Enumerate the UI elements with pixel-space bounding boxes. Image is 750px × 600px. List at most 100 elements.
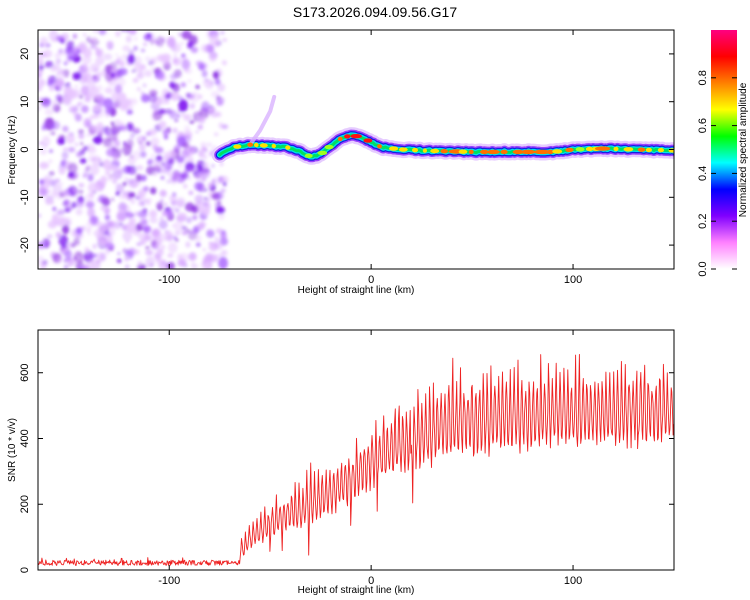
noise-blob	[149, 209, 158, 218]
noise-blob	[78, 133, 85, 140]
noise-blob	[202, 78, 212, 88]
noise-blob	[92, 243, 97, 249]
noise-blob	[183, 114, 192, 121]
noise-blob	[128, 30, 137, 35]
noise-blob	[140, 48, 146, 53]
noise-blob	[199, 151, 207, 159]
noise-blob	[106, 143, 113, 148]
noise-blob	[195, 60, 204, 66]
spectrogram-ridge	[211, 94, 674, 165]
noise-blob	[188, 168, 193, 172]
noise-blob	[204, 261, 213, 269]
noise-blob	[200, 141, 207, 148]
noise-blob	[128, 49, 135, 55]
ridge-spur	[248, 94, 277, 147]
noise-blob	[167, 157, 175, 165]
noise-blob	[103, 53, 113, 61]
noise-blob	[153, 171, 158, 176]
noise-blob	[159, 189, 167, 197]
noise-blob	[72, 72, 82, 81]
ridge-hotspot	[657, 147, 665, 153]
noise-blob	[117, 252, 121, 256]
noise-blob	[105, 169, 111, 176]
noise-blob	[86, 250, 91, 255]
noise-blob	[42, 49, 53, 59]
noise-blob	[208, 244, 216, 251]
noise-blob	[135, 196, 140, 200]
noise-blob	[175, 238, 179, 242]
noise-blob	[161, 245, 165, 249]
noise-blob	[200, 44, 208, 53]
noise-blob	[187, 41, 194, 49]
noise-blob	[78, 183, 85, 188]
noise-blob	[182, 142, 190, 149]
noise-blob	[53, 63, 61, 71]
noise-blob	[110, 72, 116, 79]
noise-blob	[86, 134, 90, 137]
noise-blob	[87, 207, 95, 218]
snr-x-label: Height of straight line (km)	[298, 585, 415, 596]
noise-blob	[137, 260, 142, 266]
noise-blob	[141, 64, 145, 68]
noise-blob	[86, 36, 92, 43]
noise-blob	[42, 259, 48, 265]
noise-blob	[136, 74, 140, 78]
noise-blob	[149, 263, 154, 266]
ridge-hotspot	[533, 149, 551, 155]
noise-blob	[61, 224, 70, 235]
noise-blob	[44, 108, 54, 116]
ridge-hotspot	[350, 134, 363, 139]
noise-blob	[61, 32, 69, 42]
ridge-hotspot	[344, 134, 351, 139]
noise-blob	[82, 173, 88, 178]
noise-blob	[50, 124, 55, 130]
noise-blob	[49, 201, 54, 205]
noise-blob	[41, 135, 51, 147]
noise-blob	[169, 81, 176, 89]
noise-blob	[100, 175, 108, 185]
noise-blob	[56, 73, 60, 76]
noise-blob	[89, 114, 95, 120]
noise-blob	[170, 91, 180, 101]
noise-blob	[97, 158, 102, 162]
noise-blob	[89, 163, 100, 176]
noise-blob	[83, 63, 88, 68]
ridge-hotspot	[500, 149, 508, 155]
noise-blob	[123, 141, 127, 145]
noise-blob	[49, 149, 53, 153]
noise-blob	[77, 103, 81, 107]
noise-blob	[90, 45, 96, 49]
noise-blob	[131, 127, 141, 135]
noise-blob	[157, 248, 164, 255]
noise-blob	[83, 48, 92, 58]
noise-blob	[67, 264, 71, 268]
noise-blob	[158, 233, 169, 242]
noise-blob	[38, 59, 44, 66]
noise-blob	[62, 95, 71, 104]
noise-blob	[38, 63, 45, 71]
noise-blob	[92, 253, 98, 258]
noise-blob	[75, 208, 83, 216]
noise-blob	[180, 42, 185, 45]
noise-blob	[116, 212, 127, 222]
noise-blob	[64, 249, 72, 260]
noise-blob	[127, 192, 136, 198]
noise-blob	[98, 238, 107, 246]
noise-blob	[155, 155, 163, 162]
noise-blob	[40, 98, 49, 105]
ridge-hotspot	[324, 144, 334, 150]
noise-blob	[184, 125, 191, 133]
noise-blob	[79, 95, 83, 99]
noise-blob	[187, 79, 192, 83]
noise-blob	[148, 93, 158, 103]
chart-title: S173.2026.094.09.56.G17	[293, 4, 457, 20]
noise-blob	[81, 105, 89, 113]
ridge-hotspot	[565, 147, 574, 153]
noise-blob	[189, 120, 195, 124]
ridge-hotspot	[233, 144, 242, 149]
noise-blob	[74, 84, 79, 89]
noise-blob	[147, 33, 152, 37]
noise-blob	[65, 133, 75, 144]
noise-blob	[47, 79, 54, 87]
